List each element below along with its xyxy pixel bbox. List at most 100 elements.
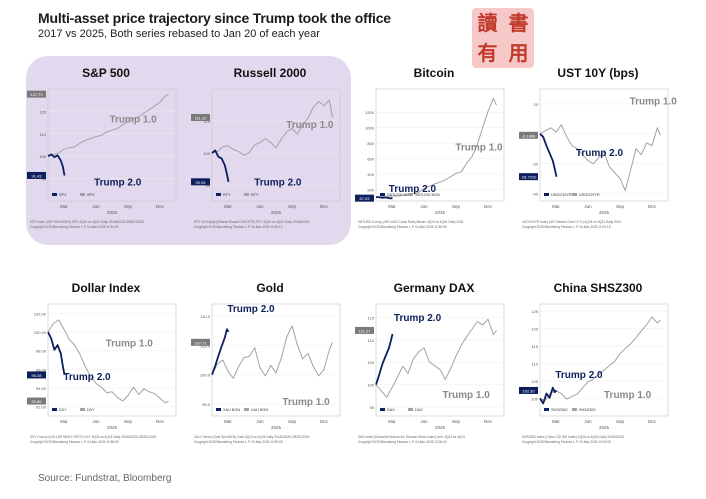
trump-period-highlight [26,56,351,245]
y-tick-label: 105 [367,360,374,365]
trump2-line [539,386,558,405]
legend-swatch-trump1 [80,408,85,411]
stamp-char: 讀 [477,11,498,35]
legend-swatch-trump1 [80,193,85,196]
chart-7: Germany DAX 95 100 105 110 115 Mar Jun Sep Dec 202… [355,281,505,444]
chart-title: Russell 2000 [234,66,307,80]
legend-label: DAX [415,408,423,412]
x-tick-label: Dec [648,204,657,209]
y-tick-label: 100.00 [34,330,47,335]
chart-footnote: Copyright 2025 Bloomberg Finance L.P. 04… [30,225,119,229]
trump2-value-label: -28.7210 [521,175,538,180]
legend-label: RTY [223,193,231,197]
legend-swatch-trump2 [380,408,385,411]
y-tick-label: 92.00 [36,405,47,410]
chart-5: Dollar Index 92.00 94.00 96.00 98.00 100.00 10… [27,281,177,444]
x-tick-label: Mar [224,419,232,424]
plot-frame [375,88,505,202]
legend-label: USGG10YR [551,193,572,197]
chart-8: China SHSZ300 100 105 110 115 120 125 Mar Jun Sep… [519,281,669,444]
legend-label: USGG10YR [579,193,600,197]
last-value-tag [355,326,374,334]
trump1-annotation: Trump 1.0 [286,120,334,131]
x-tick-label: Mar [388,419,396,424]
y-tick-label: 100 [39,154,46,159]
chart-2: Russell 2000 90 100 110 Mar Jun Sep Dec 2025 111.… [191,66,341,229]
y-tick-label: -40 [532,192,539,197]
x-tick-label: Sep [288,419,297,424]
legend-swatch-trump1 [244,408,249,411]
y-tick-label: 800 [367,141,374,146]
last-value-tag [27,90,46,98]
legend-swatch-trump1 [408,193,413,196]
chart-title: Bitcoin [414,66,455,80]
y-tick-label: 600 [367,157,374,162]
y-tick-label: 1200 [365,110,375,115]
legend-label: XAU BGN [223,408,240,412]
x-tick-label: Mar [552,419,560,424]
x-tick-label: Dec [156,204,165,209]
legend-label: SHSZ300 [579,408,595,412]
x-year-label: 2025 [107,210,118,215]
trump2-line [375,333,394,385]
chart-title: UST 10Y (bps) [557,66,638,80]
plot-frame [211,88,341,202]
x-tick-label: Sep [288,204,297,209]
y-tick-label: 120 [39,109,46,114]
chart-title: Dollar Index [72,281,141,295]
y-tick-label: 20 [534,102,539,107]
stamp-char: 有 [477,41,498,65]
y-tick-label: 90 [206,183,211,188]
chart-footnote: Copyright 2025 Bloomberg Finance L.P. 04… [358,225,447,229]
last-value-label: 111.12 [195,115,207,120]
y-tick-label: 110 [204,119,211,124]
x-year-label: 2025 [271,425,282,430]
legend-label: DAX [387,408,395,412]
plot-frame [211,303,341,417]
legend-label: DXY [87,408,95,412]
y-tick-label: 90 [42,177,47,182]
x-tick-label: Dec [320,204,329,209]
chart-footnote: XAU Curncy (Gold Spot $/Oz) Gold 4Q24 vs… [194,435,310,439]
y-tick-label: 400 [367,172,374,177]
chart-4: UST 10Y (bps)200-20-40MarJunSepDec2025-0… [519,66,677,229]
x-tick-label: Sep [616,204,625,209]
page-subtitle: 2017 vs 2025, Both series rebased to Jan… [38,28,320,40]
legend-swatch-trump2 [544,193,549,196]
x-tick-label: Jun [584,204,592,209]
last-value-label: 127.73 [30,92,43,97]
legend-swatch-trump2 [52,408,57,411]
trump1-line [47,93,169,157]
chart-footnote: DAX Index (Deutsche Boerse AG German Sto… [358,435,465,439]
y-tick-label: 94.00 [36,386,47,391]
x-tick-label: Sep [124,204,133,209]
last-value-tag [519,131,538,139]
y-tick-label: 125 [531,309,538,314]
x-tick-label: Jun [420,419,428,424]
y-tick-label: 110 [40,132,47,137]
y-tick-label: 95 [370,405,375,410]
chart-title: China SHSZ300 [554,281,643,295]
x-tick-label: Mar [224,204,232,209]
legend-label: XBTUSD BGN [387,193,412,197]
legend-swatch-trump2 [216,193,221,196]
trump2-value-tag [27,371,46,379]
chart-footnote: Copyright 2025 Bloomberg Finance L.P. 04… [194,225,283,229]
plot-frame [47,303,177,417]
legend-label: SPX [59,193,67,197]
x-tick-label: Dec [320,419,329,424]
chart-footnote: Copyright 2025 Bloomberg Finance L.P. 04… [522,440,611,444]
last-value-tag [27,397,46,405]
trump2-annotation: Trump 2.0 [63,372,111,383]
trump2-annotation: Trump 2.0 [576,148,624,159]
x-tick-label: Sep [616,419,625,424]
x-tick-label: Jun [420,204,428,209]
legend-swatch-trump1 [572,408,577,411]
stamp-char: 用 [508,41,529,65]
legend-swatch-trump2 [544,408,549,411]
chart-title: Gold [256,281,283,295]
x-tick-label: Dec [484,204,493,209]
y-tick-label: 110 [368,338,375,343]
y-tick-label: 200 [367,187,374,192]
